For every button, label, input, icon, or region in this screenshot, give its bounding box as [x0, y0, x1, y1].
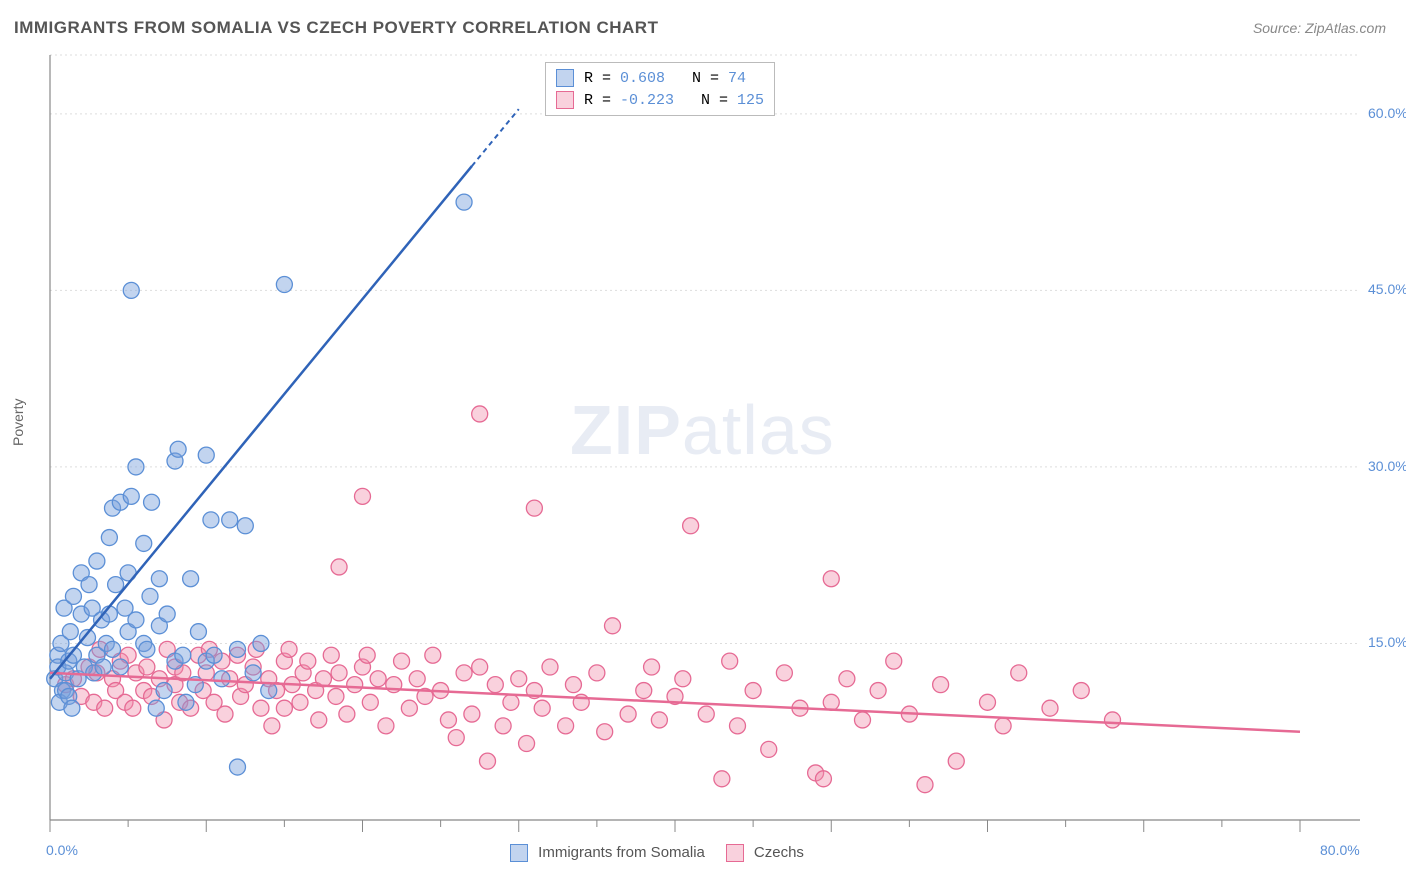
stats-n-czechs: 125 [737, 92, 764, 109]
legend-swatch-czechs [556, 91, 574, 109]
stats-r-czechs: -0.223 [620, 92, 674, 109]
stats-legend-box: R = 0.608 N = 74 R = -0.223 N = 125 [545, 62, 775, 116]
x-max-label: 80.0% [1320, 842, 1360, 858]
stats-r-label: R = [584, 70, 620, 87]
y-tick-label: 15.0% [1368, 634, 1406, 650]
stats-n-somalia: 74 [728, 70, 746, 87]
stats-r-somalia: 0.608 [620, 70, 665, 87]
legend-swatch-somalia [510, 844, 528, 862]
stats-row-somalia: R = 0.608 N = 74 [556, 67, 764, 89]
stats-row-czechs: R = -0.223 N = 125 [556, 89, 764, 111]
stats-n-label: N = [665, 70, 728, 87]
x-min-label: 0.0% [46, 842, 78, 858]
legend-swatch-somalia [556, 69, 574, 87]
stats-r-label: R = [584, 92, 620, 109]
y-tick-label: 45.0% [1368, 281, 1406, 297]
legend-label-somalia: Immigrants from Somalia [538, 844, 705, 861]
legend-swatch-czechs [726, 844, 744, 862]
scatter-plot [0, 0, 1406, 892]
series-legend: Immigrants from Somalia Czechs [510, 844, 804, 862]
stats-n-label: N = [674, 92, 737, 109]
legend-label-czechs: Czechs [754, 844, 804, 861]
y-tick-label: 30.0% [1368, 458, 1406, 474]
y-tick-label: 60.0% [1368, 105, 1406, 121]
